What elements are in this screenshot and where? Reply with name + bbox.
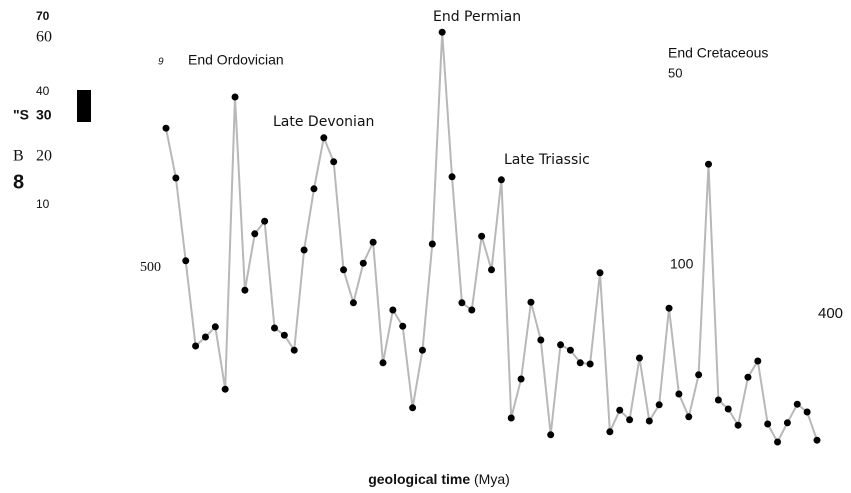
data-point xyxy=(803,408,811,416)
data-point xyxy=(557,341,565,349)
data-point xyxy=(665,304,673,312)
data-point xyxy=(566,346,574,354)
event-annotation: End Cretaceous xyxy=(668,45,768,61)
data-point xyxy=(320,134,328,142)
event-annotation: End Ordovician xyxy=(188,52,284,68)
axis-fragment-label: 10 xyxy=(36,197,50,211)
data-point xyxy=(793,400,801,408)
data-point xyxy=(527,298,535,306)
data-point xyxy=(517,375,525,383)
axis-fragment-label: B xyxy=(13,148,24,165)
axis-fragment-label: 50 xyxy=(668,65,682,80)
axis-fragment-label: 100 xyxy=(670,256,694,272)
data-point xyxy=(685,413,693,421)
data-point xyxy=(359,259,367,267)
data-point xyxy=(744,373,752,381)
data-point xyxy=(774,438,782,446)
x-axis-label-rest: (Mya) xyxy=(474,471,510,487)
data-point xyxy=(221,385,229,393)
data-point xyxy=(379,359,387,367)
data-point xyxy=(507,414,515,422)
data-point xyxy=(616,406,624,414)
data-point xyxy=(645,417,653,425)
data-point xyxy=(201,333,209,341)
data-point xyxy=(675,390,683,398)
data-point xyxy=(261,217,269,225)
data-point xyxy=(754,357,762,365)
data-point xyxy=(300,246,308,254)
data-point xyxy=(478,232,486,240)
data-point xyxy=(162,124,170,132)
data-point xyxy=(655,401,663,409)
data-point xyxy=(576,359,584,367)
data-point xyxy=(468,306,476,314)
data-point xyxy=(241,286,249,294)
data-point xyxy=(409,404,417,412)
event-annotation: Late Devonian xyxy=(273,114,374,130)
data-point xyxy=(488,266,495,274)
data-point xyxy=(192,342,200,350)
data-point xyxy=(330,158,338,166)
axis-fragment-label: 30 xyxy=(36,107,52,123)
data-point xyxy=(458,299,466,307)
data-point xyxy=(734,421,742,429)
data-point xyxy=(714,396,722,404)
axis-fragment-label: 8 xyxy=(13,171,24,193)
data-point xyxy=(369,238,377,246)
data-point xyxy=(586,360,594,368)
data-point xyxy=(764,420,772,428)
data-point xyxy=(724,405,732,413)
data-point xyxy=(182,257,190,265)
data-point xyxy=(438,28,446,36)
data-point xyxy=(280,331,288,339)
data-point xyxy=(783,419,791,427)
data-point xyxy=(695,371,703,379)
data-point xyxy=(231,93,239,101)
data-point xyxy=(271,324,278,332)
data-point xyxy=(813,436,821,444)
axis-fragment-label: "S xyxy=(13,107,29,123)
data-point xyxy=(310,185,318,193)
data-point xyxy=(626,416,634,424)
data-point xyxy=(211,323,219,331)
data-point xyxy=(705,160,712,168)
axis-fragment-label: 70 xyxy=(36,9,50,23)
axis-fragment-label: 20 xyxy=(36,148,52,165)
data-point xyxy=(596,269,604,277)
data-point xyxy=(389,306,397,314)
data-point xyxy=(418,346,426,354)
data-point xyxy=(399,322,407,330)
data-point xyxy=(349,299,357,307)
black-block xyxy=(77,90,91,122)
event-annotation: Late Triassic xyxy=(504,152,590,168)
axis-fragment-label: 40 xyxy=(36,84,50,98)
data-point xyxy=(547,431,555,439)
data-point xyxy=(537,336,545,344)
axis-fragment-label: 9 xyxy=(158,57,164,68)
data-point xyxy=(428,240,436,248)
data-point xyxy=(606,428,614,436)
axis-fragment-label: 500 xyxy=(140,260,161,275)
data-point xyxy=(497,176,505,184)
data-point xyxy=(340,266,348,274)
event-annotation: End Permian xyxy=(433,9,521,25)
data-point xyxy=(448,173,456,181)
data-point xyxy=(290,346,298,354)
data-point xyxy=(172,174,180,182)
data-point xyxy=(251,230,259,238)
axis-fragment-label: 60 xyxy=(36,29,52,46)
axis-fragment-label: 400 xyxy=(818,305,843,322)
x-axis-label-bold: geological time xyxy=(368,471,470,487)
x-axis-label: geological time (Mya) xyxy=(368,471,510,487)
data-point xyxy=(635,354,643,362)
